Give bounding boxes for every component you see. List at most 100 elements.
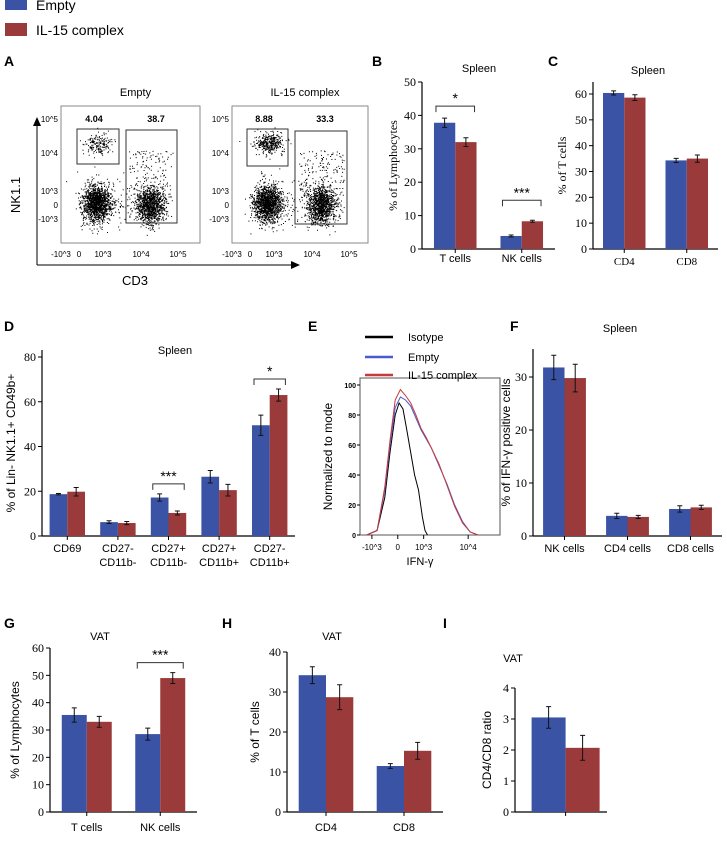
error-bar <box>145 727 151 741</box>
error-bar <box>551 354 557 381</box>
panel-letter-i: I <box>443 615 447 631</box>
legend-label: Isotype <box>408 332 443 344</box>
legend-label: Empty <box>408 352 440 364</box>
error-bar <box>632 94 638 101</box>
bar-il15 <box>86 721 112 812</box>
y-tick-label: 20 <box>32 750 44 764</box>
histogram-curve-il-15-complex <box>366 388 479 536</box>
category-label: CD27+ <box>202 543 237 555</box>
error-bar <box>106 520 112 524</box>
flow-y-tick-label: 0 <box>54 201 59 210</box>
y-tick-label: 100 <box>344 383 356 390</box>
chart-title: Spleen <box>603 323 637 335</box>
flow-y-tick-label: -10^3 <box>209 215 229 224</box>
error-bar <box>546 706 552 729</box>
error-bar <box>71 707 77 723</box>
category-label: NK cells <box>502 253 543 265</box>
flow-plot-title: Empty <box>120 87 152 99</box>
flow-x-tick-label: 10^3 <box>94 250 112 259</box>
y-tick-label: 0 <box>521 529 527 543</box>
bar-empty <box>500 235 522 249</box>
t-gate-percentage: 38.7 <box>147 114 165 124</box>
flow-plot-frame <box>231 105 369 244</box>
bar-empty <box>603 92 625 249</box>
flow-x-tick-label: 10^5 <box>169 250 187 259</box>
bar-empty <box>251 425 270 536</box>
bar-chart-b: Spleen % of Lymphocytes 0 10 20 30 40 50 T cells… <box>386 63 555 265</box>
flow-x-tick-label: 0 <box>77 250 82 259</box>
y-tick-label: 20 <box>575 190 587 204</box>
significance-marker: *** <box>152 647 169 663</box>
y-tick-label: 30 <box>404 142 416 156</box>
error-bar <box>442 117 448 128</box>
error-bar <box>55 492 61 496</box>
y-tick-label: 40 <box>24 440 36 454</box>
y-tick-label: 10 <box>515 476 527 490</box>
y-tick-label: 2 <box>503 743 509 757</box>
x-tick-label: -10^3 <box>362 543 382 552</box>
y-tick-label: 60 <box>24 395 36 409</box>
legend-label-empty: Empty <box>36 0 76 13</box>
significance-bracket <box>253 378 286 385</box>
bar-chart-c: Spleen % of T cells 0 10 20 30 40 50 60 CD4 CD8 <box>555 65 718 268</box>
error-bar <box>124 520 130 526</box>
error-bar <box>694 154 700 163</box>
flow-y-tick-label: 10^4 <box>41 149 59 158</box>
y-axis-label: % of IFN-γ positive cells <box>499 378 513 506</box>
error-bar <box>309 666 315 685</box>
nk-cell-gate <box>246 128 289 167</box>
flow-plot-empty: Empty 10^5 10^4 10^3 0 -10^3 -10^3 0 10^3 10^4 10^… <box>38 87 201 259</box>
t-gate-percentage: 33.3 <box>316 114 334 124</box>
flow-y-tick-label: -10^3 <box>38 215 58 224</box>
error-bar <box>170 672 176 685</box>
category-label: CD4 <box>614 256 635 268</box>
y-tick-label: 0 <box>30 529 36 543</box>
bar-il15 <box>404 750 432 812</box>
flow-y-tick-label: 10^5 <box>41 115 59 124</box>
legend-swatch-empty <box>5 0 27 10</box>
flow-x-tick-label: 10^4 <box>303 250 321 259</box>
y-tick-label: 40 <box>269 645 281 659</box>
significance-marker: *** <box>160 468 177 484</box>
category-label: CD8 cells <box>667 543 715 555</box>
panel-letter-d: D <box>4 318 14 334</box>
y-tick-label: 30 <box>32 723 44 737</box>
bar-il15 <box>564 378 586 536</box>
x-tick-label: 0 <box>396 543 401 552</box>
category-label: T cells <box>71 822 103 834</box>
error-bar <box>463 137 469 147</box>
category-label: CD8 <box>676 256 697 268</box>
y-axis-label: Normalized to mode <box>321 402 335 510</box>
bar-empty <box>61 714 87 812</box>
error-bar <box>96 715 102 728</box>
flow-plot-title: IL-15 complex <box>270 87 340 99</box>
flow-x-tick-label: -10^3 <box>222 250 242 259</box>
histogram-chart-e: 0 20 40 60 80 100 -10^3 0 10^3 10^4 Normalized to … <box>321 332 501 568</box>
flow-cytometry-panel: NK1.1 CD3 Empty 10^5 10^4 10^3 0 -10^3 -10^3 0 1… <box>8 87 369 288</box>
flow-x-axis-label: CD3 <box>122 273 148 288</box>
error-bar <box>337 684 343 711</box>
histogram-curve-isotype <box>366 401 428 536</box>
bar-il15 <box>160 678 186 812</box>
y-tick-label: 10 <box>575 216 587 230</box>
error-bar <box>73 486 79 497</box>
panel-letter-b: B <box>372 53 382 69</box>
y-tick-label: 20 <box>515 423 527 437</box>
flow-y-axis-label: NK1.1 <box>8 177 23 213</box>
flow-y-tick-label: 10^3 <box>212 187 230 196</box>
category-label: CD69 <box>53 543 81 555</box>
legend-label-il15: IL-15 complex <box>36 22 124 38</box>
nk-gate-percentage: 8.88 <box>255 114 273 124</box>
category-label: CD27+ <box>151 543 186 555</box>
y-tick-label: 1 <box>503 774 509 788</box>
y-tick-label: 20 <box>24 484 36 498</box>
y-tick-label: 0 <box>581 242 587 256</box>
y-axis-label: % of Lymphocytes <box>8 681 22 779</box>
bar-chart-d: Spleen % of Lin- NK1.1+ CD49b+ 0 20 40 60 80 CD… <box>4 345 295 569</box>
flow-x-tick-label: 10^3 <box>265 250 283 259</box>
error-bar <box>698 504 704 510</box>
y-tick-label: 60 <box>32 641 44 655</box>
flow-events-scatter <box>239 127 345 236</box>
y-tick-label: 40 <box>404 108 416 122</box>
y-tick-label: 0 <box>38 805 44 819</box>
